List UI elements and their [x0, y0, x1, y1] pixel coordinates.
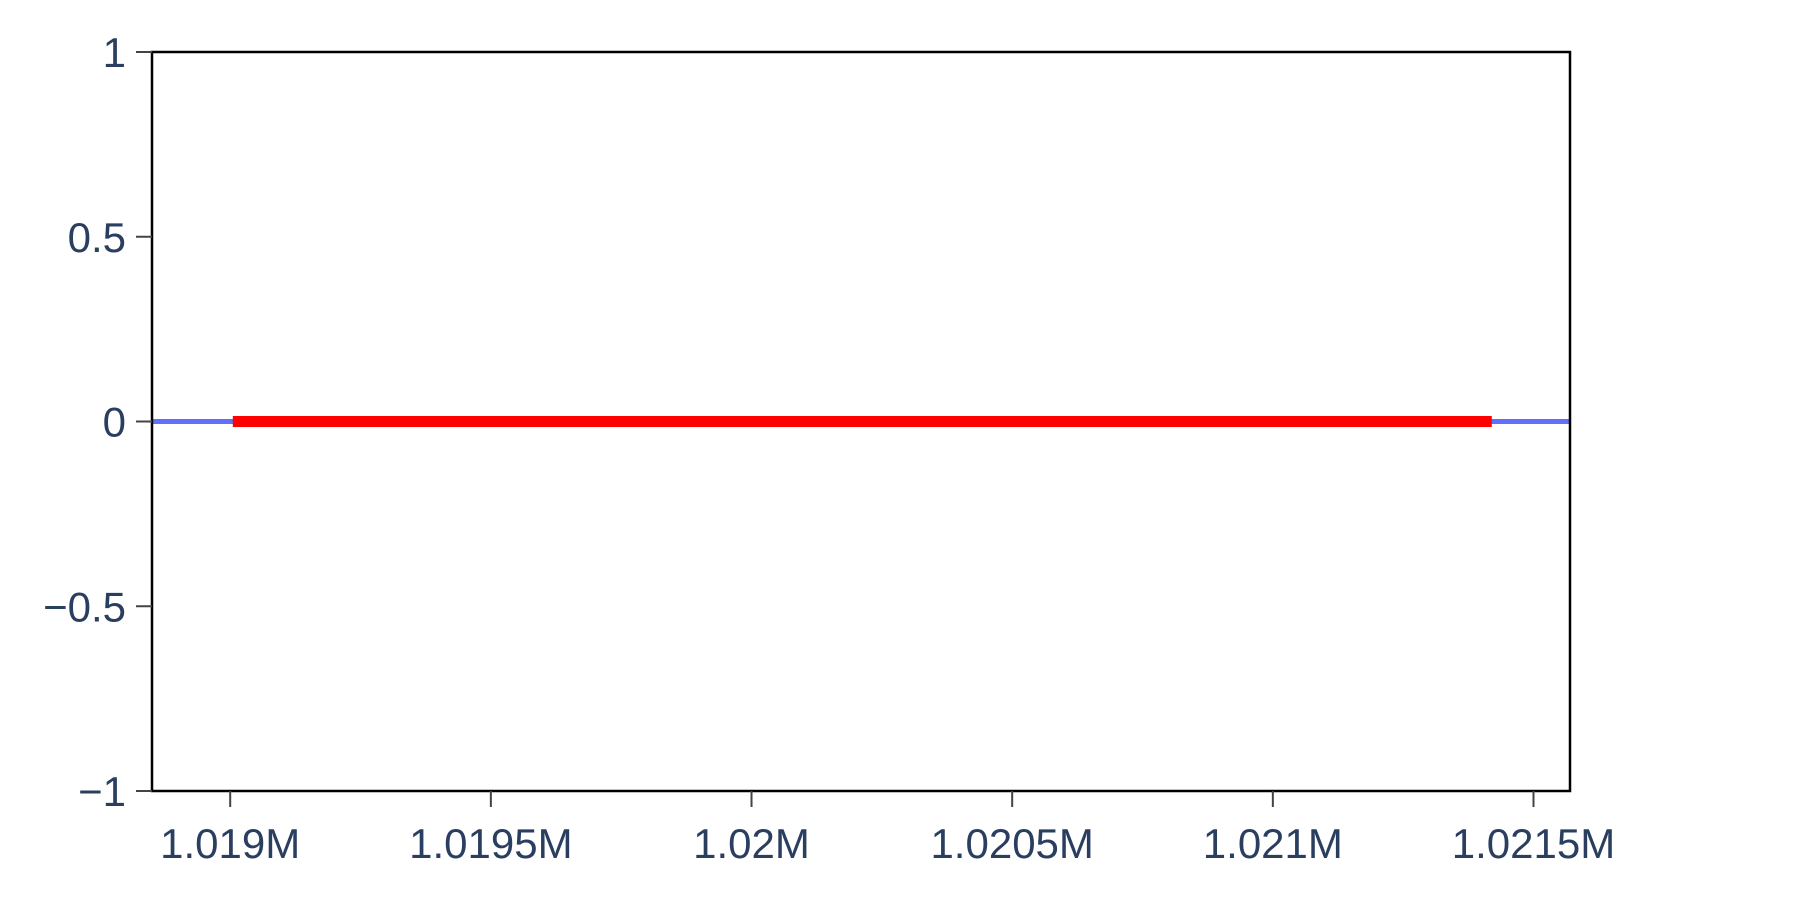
x-tick-label: 1.019M	[160, 820, 300, 867]
y-tick-label: 1	[103, 29, 126, 76]
y-tick-label: 0.5	[68, 214, 126, 261]
axes: 1 0.5 0 −0.5 −1 1.019M 1.0195M 1.02M 1.0205M 1.02…	[43, 29, 1615, 867]
y-tick-label: 0	[103, 399, 126, 446]
x-tick-label: 1.0205M	[930, 820, 1093, 867]
x-tick-label: 1.0215M	[1452, 820, 1615, 867]
x-tick-label: 1.021M	[1203, 820, 1343, 867]
y-tick-label: −0.5	[43, 583, 126, 630]
x-tick-label: 1.0195M	[409, 820, 572, 867]
y-tick-label: −1	[78, 768, 126, 815]
x-tick-label: 1.02M	[693, 820, 810, 867]
